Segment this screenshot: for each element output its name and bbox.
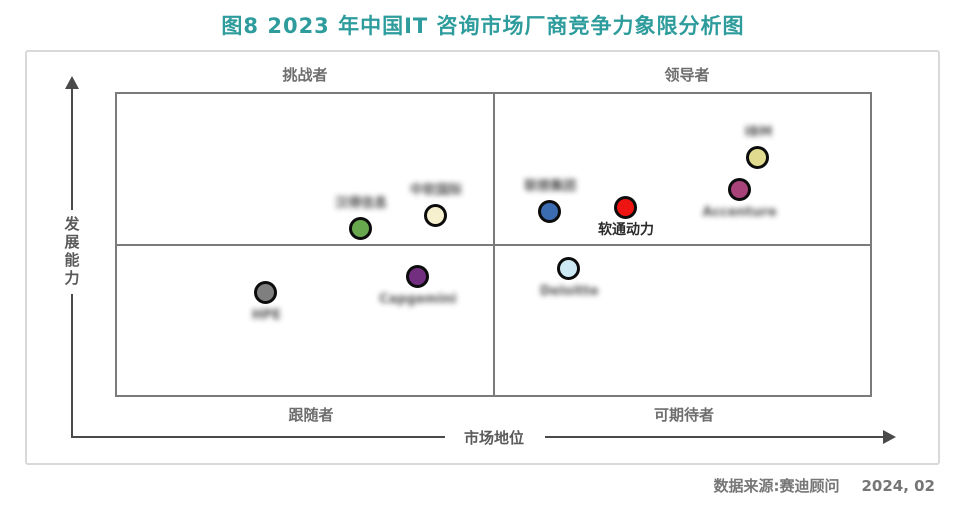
quadrant-label-followers: 跟随者 bbox=[288, 406, 334, 424]
vendor-bubble-8 bbox=[746, 145, 770, 169]
vendor-label-3: Capgemini bbox=[379, 291, 457, 307]
y-axis-label: 发展能力 bbox=[62, 216, 81, 288]
vendor-label-7: Accenture bbox=[702, 204, 777, 220]
quadrant-label-expected: 可期待者 bbox=[653, 406, 715, 424]
y-axis-line-upper bbox=[71, 88, 73, 210]
vendor-bubble-7 bbox=[727, 177, 751, 201]
x-axis-arrowhead-icon bbox=[883, 430, 896, 444]
x-axis-line-right bbox=[545, 436, 883, 438]
vendor-label-6: Deloitte bbox=[539, 283, 599, 299]
vendor-bubble-3 bbox=[405, 264, 429, 288]
quadrant-label-leaders: 领导者 bbox=[664, 66, 710, 84]
vendor-label-4: 联想集团 bbox=[524, 179, 577, 195]
quadrant-label-challengers: 挑战者 bbox=[282, 66, 328, 84]
horizontal-divider-line bbox=[115, 244, 872, 246]
source-note: 数据来源:赛迪顾问 2024, 02 bbox=[713, 475, 935, 496]
y-axis-line-lower bbox=[71, 294, 73, 438]
vendor-label-0: HPE bbox=[251, 308, 282, 324]
vendor-bubble-1 bbox=[349, 217, 373, 241]
vendor-bubble-6 bbox=[557, 256, 581, 280]
vendor-label-2: 中软国际 bbox=[409, 182, 462, 198]
vendor-bubble-4 bbox=[538, 200, 562, 224]
page-title: 图8 2023 年中国IT 咨询市场厂商竞争力象限分析图 bbox=[221, 14, 745, 38]
vendor-bubble-0 bbox=[254, 281, 278, 305]
source-note-text: 数据来源:赛迪顾问 bbox=[713, 477, 840, 495]
vendor-bubble-5 bbox=[613, 195, 637, 219]
x-axis-label: 市场地位 bbox=[463, 429, 525, 447]
source-date: 2024, 02 bbox=[861, 477, 935, 495]
vendor-label-1: 汉得信息 bbox=[335, 196, 388, 212]
vendor-label-8: IBM bbox=[744, 124, 773, 140]
vendor-bubble-2 bbox=[423, 203, 447, 227]
y-axis-arrowhead-icon bbox=[65, 76, 79, 89]
vendor-label-5: 软通动力 bbox=[597, 221, 654, 238]
x-axis-line-left bbox=[71, 436, 445, 438]
